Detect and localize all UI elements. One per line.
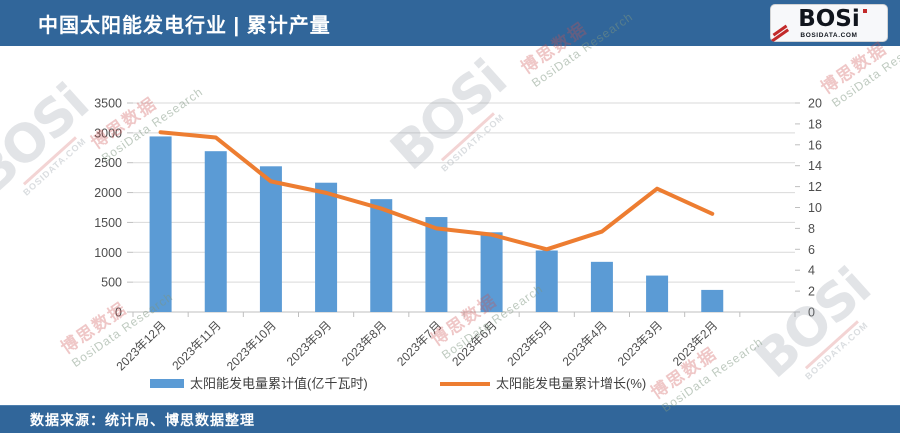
svg-text:太阳能发电量累计增长(%): 太阳能发电量累计增长(%) <box>496 376 646 391</box>
svg-text:2023年9月: 2023年9月 <box>284 318 334 368</box>
svg-text:500: 500 <box>101 276 122 290</box>
svg-text:3500: 3500 <box>94 97 122 111</box>
logo-dot-icon <box>863 9 867 13</box>
svg-text:1500: 1500 <box>94 216 122 230</box>
svg-text:太阳能发电量累计值(亿千瓦时): 太阳能发电量累计值(亿千瓦时) <box>190 376 368 391</box>
combo-chart: 0 500 1000 1500 2000 2500 3000 3500 0 2 4 6 8 10 12 14 1… <box>94 97 822 392</box>
svg-text:16: 16 <box>808 138 822 152</box>
svg-text:2023年5月: 2023年5月 <box>504 318 554 368</box>
svg-text:8: 8 <box>808 222 815 236</box>
header-bar: 中国太阳能发电行业 | 累计产量 BOSi BOSIDATA.COM <box>0 0 900 46</box>
svg-text:20: 20 <box>808 97 822 111</box>
svg-text:2023年10月: 2023年10月 <box>224 318 279 373</box>
svg-text:10: 10 <box>808 201 822 215</box>
data-source: 数据来源：统计局、博思数据整理 <box>30 411 255 428</box>
svg-text:2023年6月: 2023年6月 <box>449 318 499 368</box>
svg-text:4: 4 <box>808 264 815 278</box>
svg-text:2023年12月: 2023年12月 <box>114 318 169 373</box>
svg-text:1000: 1000 <box>94 246 122 260</box>
svg-text:2023年3月: 2023年3月 <box>615 318 665 368</box>
svg-text:2: 2 <box>808 285 815 299</box>
footer-bar: 数据来源：统计局、博思数据整理 <box>0 405 900 433</box>
svg-text:3000: 3000 <box>94 126 122 140</box>
svg-text:18: 18 <box>808 117 822 131</box>
svg-text:2023年11月: 2023年11月 <box>169 318 224 373</box>
svg-text:14: 14 <box>808 159 822 173</box>
bosi-logo: BOSi BOSIDATA.COM <box>770 4 888 42</box>
page-title: 中国太阳能发电行业 | 累计产量 <box>38 14 331 37</box>
svg-text:0: 0 <box>808 306 815 320</box>
svg-text:2000: 2000 <box>94 186 122 200</box>
svg-text:2500: 2500 <box>94 156 122 170</box>
svg-text:2023年8月: 2023年8月 <box>339 318 389 368</box>
logo-domain: BOSIDATA.COM <box>800 31 858 39</box>
chart-card: 0 500 1000 1500 2000 2500 3000 3500 0 2 4 6 8 10 12 14 1… <box>0 46 900 405</box>
svg-text:2023年7月: 2023年7月 <box>394 318 444 368</box>
svg-text:6: 6 <box>808 243 815 257</box>
svg-text:12: 12 <box>808 180 822 194</box>
svg-text:2023年2月: 2023年2月 <box>670 318 720 368</box>
logo-wordmark: BOSi <box>798 5 860 32</box>
svg-text:2023年4月: 2023年4月 <box>560 318 610 368</box>
svg-text:0: 0 <box>115 306 122 320</box>
